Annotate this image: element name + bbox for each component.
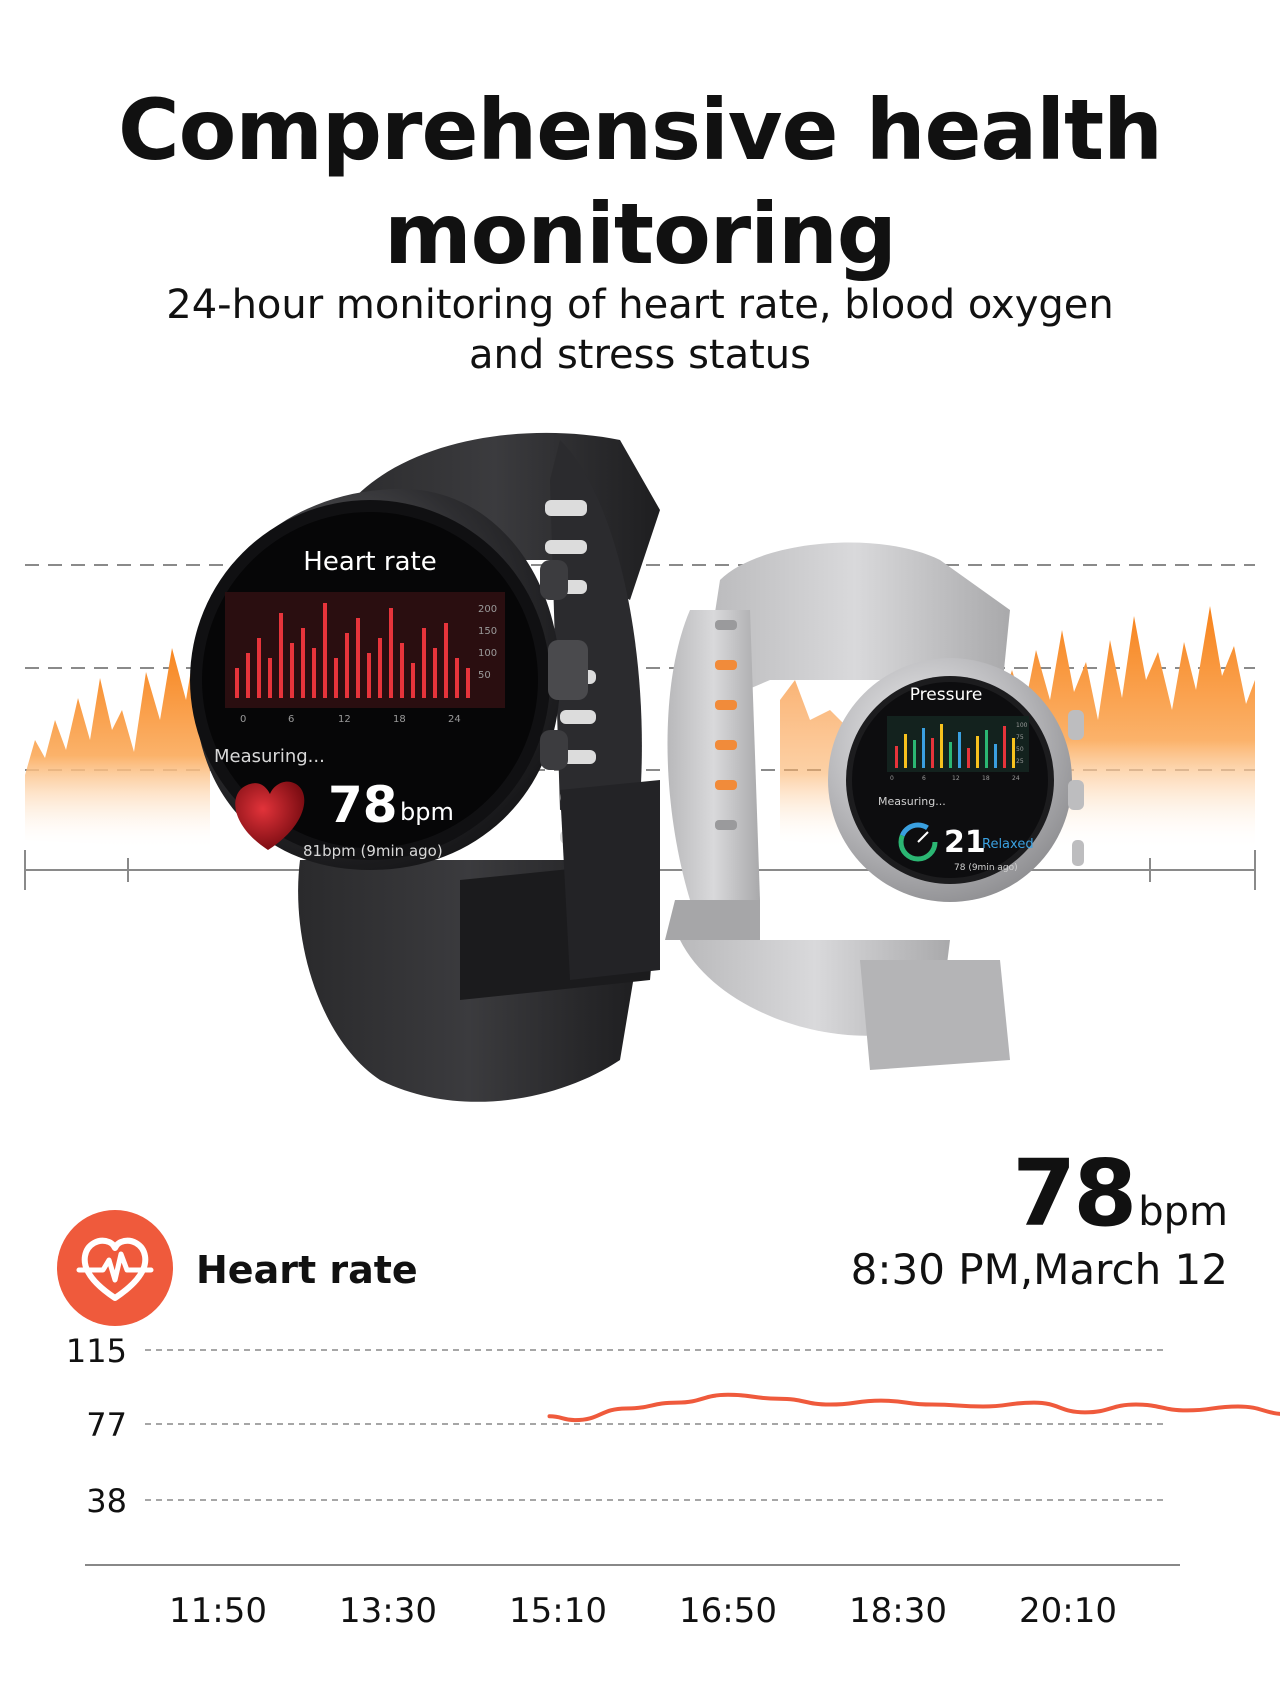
- watch-bar: [235, 668, 239, 698]
- black-status: Measuring...: [214, 746, 325, 767]
- watch-bar: [422, 628, 426, 698]
- watch-bar: [985, 730, 988, 768]
- watch-bar: [913, 740, 916, 768]
- heart-rate-series-line: [547, 1392, 1280, 1423]
- watch-bar: [940, 724, 943, 768]
- watch-bar: [904, 734, 907, 768]
- black-watch: [190, 432, 660, 1102]
- y-tick-label: 77: [86, 1406, 127, 1444]
- x-tick-label: 13:30: [339, 1591, 437, 1631]
- silver-axis-0: 0: [890, 775, 894, 782]
- black-axis-0: 0: [240, 714, 246, 725]
- silver-axis-12: 12: [952, 775, 960, 782]
- y-tick-label: 115: [66, 1332, 127, 1370]
- watch-bar: [1003, 726, 1006, 768]
- wave-left: [25, 640, 210, 850]
- watch-bar: [1012, 738, 1015, 768]
- heart-icon: [235, 781, 305, 850]
- black-axis-24: 24: [448, 714, 461, 725]
- watch-bar: [378, 638, 382, 698]
- watch-bar: [444, 623, 448, 698]
- subheadline-line-2: and stress status: [469, 332, 811, 378]
- heart-pulse-icon: [57, 1210, 173, 1326]
- heart-rate-chart: 115 77 38 11:50 13:30 15:10 16:50 18:30 20:10: [66, 1332, 1280, 1631]
- headline: Comprehensive health monitoring: [0, 78, 1280, 286]
- black-previous: 81bpm (9min ago): [303, 842, 443, 860]
- black-value: 78: [328, 776, 398, 834]
- hero-illustration: Pressure 100 75 50 25 0 6 12 18 24 Measu…: [24, 432, 1256, 1102]
- watch-bar: [433, 648, 437, 698]
- black-axis-200: 200: [478, 604, 497, 615]
- watch-bar: [466, 668, 470, 698]
- black-axis-50: 50: [478, 670, 491, 681]
- silver-axis-100: 100: [1016, 722, 1028, 729]
- watch-bar: [389, 608, 393, 698]
- silver-status: Measuring...: [878, 795, 946, 808]
- watch-bar: [931, 738, 934, 768]
- silver-axis-6: 6: [922, 775, 926, 782]
- silver-axis-25: 25: [1016, 758, 1024, 765]
- x-tick-label: 20:10: [1019, 1591, 1117, 1631]
- heart-rate-unit: bpm: [1138, 1189, 1228, 1235]
- black-screen-title: Heart rate: [303, 547, 436, 577]
- watch-bar: [268, 658, 272, 698]
- heart-rate-value: 78: [1012, 1140, 1137, 1247]
- watch-bar: [367, 653, 371, 698]
- watch-bar: [976, 736, 979, 768]
- black-axis-18: 18: [393, 714, 406, 725]
- subheadline-line-1: 24-hour monitoring of heart rate, blood …: [166, 282, 1114, 328]
- watch-bar: [356, 618, 360, 698]
- watch-bar: [949, 742, 952, 768]
- watch-bar: [301, 628, 305, 698]
- silver-axis-75: 75: [1016, 734, 1024, 741]
- watch-bar: [411, 663, 415, 698]
- heart-rate-label: Heart rate: [196, 1248, 418, 1292]
- silver-axis-24: 24: [1012, 775, 1020, 782]
- watch-bar: [345, 633, 349, 698]
- silver-axis-18: 18: [982, 775, 990, 782]
- subheadline: 24-hour monitoring of heart rate, blood …: [0, 280, 1280, 380]
- x-tick-label: 15:10: [509, 1591, 607, 1631]
- silver-value: 21: [944, 825, 986, 860]
- gauge-icon: [898, 822, 938, 862]
- black-axis-100: 100: [478, 648, 497, 659]
- watch-bar: [958, 732, 961, 768]
- watch-bar: [994, 744, 997, 768]
- black-axis-150: 150: [478, 626, 497, 637]
- watch-bar: [279, 613, 283, 698]
- y-tick-label: 38: [86, 1482, 127, 1520]
- silver-previous: 78 (9min ago): [954, 863, 1018, 873]
- x-tick-label: 16:50: [679, 1591, 777, 1631]
- watch-bar: [312, 648, 316, 698]
- x-tick-label: 11:50: [169, 1591, 267, 1631]
- black-axis-12: 12: [338, 714, 351, 725]
- silver-watch: [665, 542, 1084, 1070]
- black-unit: bpm: [400, 798, 454, 826]
- black-axis-6: 6: [288, 714, 294, 725]
- headline-line-2: monitoring: [384, 185, 897, 283]
- watch-bar: [334, 658, 338, 698]
- silver-state: Relaxed: [982, 837, 1034, 852]
- watch-bar: [246, 653, 250, 698]
- watch-bar: [400, 643, 404, 698]
- heart-rate-readout: 78 bpm: [1012, 1140, 1228, 1247]
- watch-bar: [290, 643, 294, 698]
- watch-bar: [323, 603, 327, 698]
- watch-bar: [967, 748, 970, 768]
- black-watch-screen: Heart rate 200 150 100 50 0 6 12 18 24 M…: [214, 547, 505, 860]
- watch-bar: [257, 638, 261, 698]
- headline-line-1: Comprehensive health: [118, 81, 1163, 179]
- silver-screen-title: Pressure: [910, 685, 983, 705]
- watch-bar: [895, 746, 898, 768]
- watch-bar: [922, 728, 925, 768]
- watch-bar: [455, 658, 459, 698]
- silver-watch-screen: Pressure 100 75 50 25 0 6 12 18 24 Measu…: [878, 685, 1034, 873]
- measurement-timestamp: 8:30 PM,March 12: [850, 1245, 1228, 1294]
- x-tick-label: 18:30: [849, 1591, 947, 1631]
- silver-axis-50: 50: [1016, 746, 1024, 753]
